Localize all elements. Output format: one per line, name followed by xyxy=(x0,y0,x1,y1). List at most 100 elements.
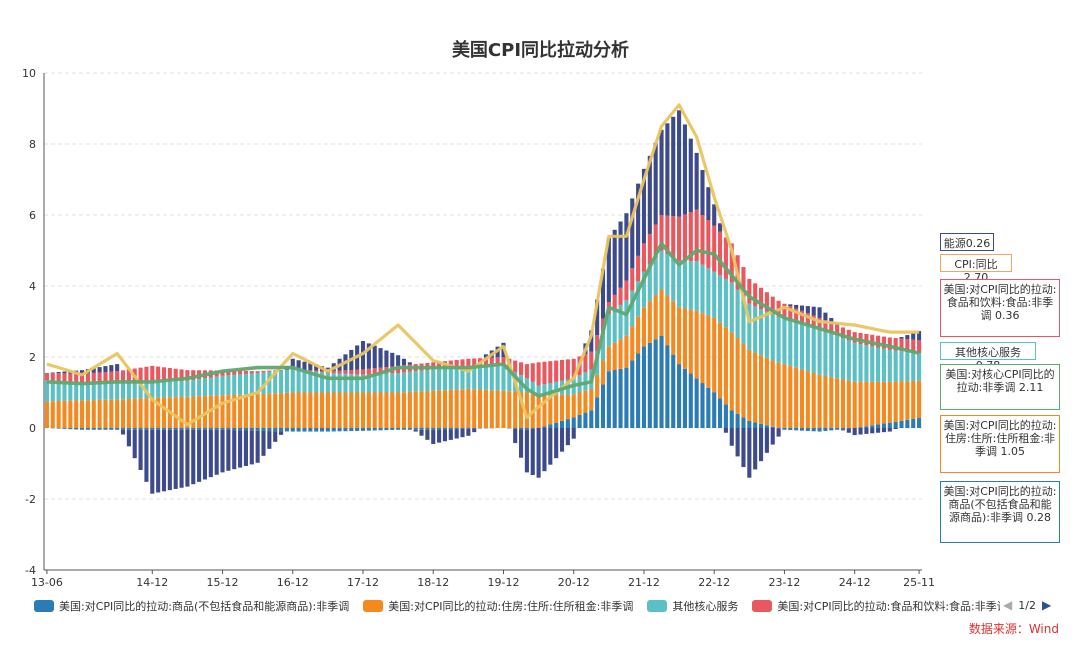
bar-segment xyxy=(840,428,846,430)
bar-segment xyxy=(261,372,266,394)
bar-segment xyxy=(911,333,916,340)
bar-segment xyxy=(401,372,407,393)
legend-item[interactable]: 美国:对CPI同比的拉动:住房:住所:住所租金:非季调 xyxy=(363,598,633,614)
legend-item[interactable]: 其他核心服务 xyxy=(647,598,738,614)
bar-segment xyxy=(788,306,793,320)
bar-segment xyxy=(817,374,822,428)
bar-segment xyxy=(103,428,108,430)
bar-segment xyxy=(331,370,336,374)
x-tick-label: 14-12 xyxy=(136,576,168,589)
bar-segment xyxy=(641,243,647,272)
legend-item[interactable]: 美国:对CPI同比的拉动:食品和饮料:食品:非季调 xyxy=(752,598,1000,614)
bar-segment xyxy=(671,116,676,217)
callout-label: 其他核心服务0.78 xyxy=(940,342,1036,372)
bar-segment xyxy=(273,428,278,432)
bar-segment xyxy=(770,426,775,428)
bar-segment xyxy=(665,215,670,255)
bar-segment xyxy=(208,428,213,430)
bar-segment xyxy=(741,428,746,468)
bar-segment xyxy=(706,220,711,269)
x-tick-label: 15-12 xyxy=(207,576,239,589)
bar-segment xyxy=(712,392,717,428)
bar-segment xyxy=(758,287,764,310)
bar-segment xyxy=(618,221,623,288)
bar-segment xyxy=(226,375,231,396)
bar-segment xyxy=(249,373,254,395)
bar-segment xyxy=(764,425,769,428)
legend[interactable]: 美国:对CPI同比的拉动:商品(不包括食品和能源商品):非季调 美国:对CPI同比… xyxy=(34,598,1000,616)
data-source: 数据来源：Wind xyxy=(968,622,1059,636)
bar-segment xyxy=(905,419,910,428)
bar-segment xyxy=(208,377,213,396)
bar-segment xyxy=(325,428,330,432)
y-tick-label: 10 xyxy=(22,67,36,80)
bar-segment xyxy=(729,410,734,428)
bar-segment xyxy=(472,389,477,428)
legend-next-icon[interactable]: ▶ xyxy=(1041,598,1052,612)
bar-segment xyxy=(109,365,114,372)
bar-segment xyxy=(718,275,723,323)
bar-segment xyxy=(659,289,664,336)
bar-segment xyxy=(589,410,594,428)
bar-segment xyxy=(840,379,846,428)
bar-segment xyxy=(747,349,752,421)
bar-segment xyxy=(85,382,90,401)
legend-item[interactable]: 美国:对CPI同比的拉动:商品(不包括食品和能源商品):非季调 xyxy=(34,598,349,614)
bar-segment xyxy=(846,428,851,429)
legend-pager[interactable]: ◀ 1/2 ▶ xyxy=(1003,598,1051,612)
bar-segment xyxy=(126,428,131,430)
bar-segment xyxy=(624,335,629,368)
bar-segment xyxy=(138,429,143,471)
bar-segment xyxy=(589,330,594,352)
bar-segment xyxy=(518,428,524,430)
bar-segment xyxy=(694,378,699,428)
bar-segment xyxy=(565,394,570,420)
bar-segment xyxy=(758,355,764,424)
bar-segment xyxy=(747,303,752,350)
bar-segment xyxy=(466,428,471,429)
bar-segment xyxy=(606,238,611,302)
bar-segment xyxy=(161,429,167,492)
bar-segment xyxy=(864,333,869,346)
bar-segment xyxy=(688,373,693,428)
bar-segment xyxy=(782,364,787,428)
bar-segment xyxy=(718,322,723,399)
bar-segment xyxy=(249,371,254,374)
bar-segment xyxy=(659,335,664,428)
bar-segment xyxy=(565,428,570,446)
bar-segment xyxy=(56,380,61,402)
bar-segment xyxy=(384,428,389,431)
bar-segment xyxy=(606,314,611,347)
bar-segment xyxy=(805,306,810,314)
x-tick-label: 13-06 xyxy=(31,576,63,589)
bar-segment xyxy=(811,326,816,373)
callout-label: 能源0.26 xyxy=(940,233,994,251)
bar-segment xyxy=(290,369,295,393)
bar-segment xyxy=(173,397,178,428)
bar-segment xyxy=(524,378,529,393)
bar-segment xyxy=(401,392,407,428)
bar-segment xyxy=(653,339,658,428)
bar-segment xyxy=(524,429,529,473)
bar-segment xyxy=(729,332,734,411)
bar-segment xyxy=(600,268,606,319)
bar-segment xyxy=(917,418,922,428)
bar-segment xyxy=(355,374,360,393)
bar-segment xyxy=(220,375,225,396)
bar-segment xyxy=(179,396,184,428)
legend-prev-icon[interactable]: ◀ xyxy=(1003,598,1013,612)
bar-segment xyxy=(817,317,822,329)
bar-segment xyxy=(150,428,155,430)
bar-segment xyxy=(829,377,834,428)
bar-segment xyxy=(390,352,395,367)
bar-segment xyxy=(126,383,131,400)
bar-segment xyxy=(396,355,401,366)
bar-segment xyxy=(636,281,641,317)
bar-segment xyxy=(799,369,805,428)
x-tick-label: 22-12 xyxy=(698,576,730,589)
bar-segment xyxy=(536,362,541,386)
bar-segment xyxy=(694,310,699,379)
bar-segment xyxy=(829,317,834,323)
bar-segment xyxy=(390,392,395,428)
bar-segment xyxy=(460,359,465,367)
